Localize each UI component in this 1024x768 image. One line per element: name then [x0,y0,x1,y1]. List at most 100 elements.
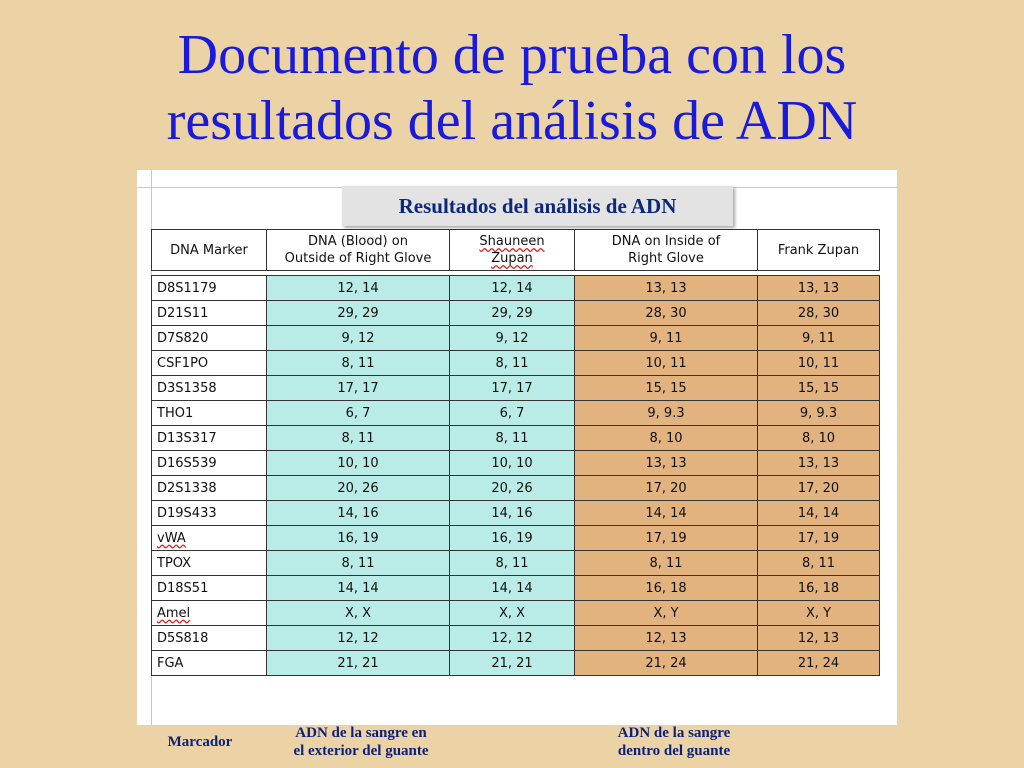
cell-inside: 10, 11 [574,350,758,376]
cell-frank: 14, 14 [757,500,880,526]
slide-title-line-2: resultados del análisis de ADN [166,90,858,152]
header-blood-outside-glove: DNA (Blood) on Outside of Right Glove [266,229,450,271]
cell-marker: D8S1179 [151,275,267,301]
cell-shauneen: 9, 12 [449,325,575,351]
cell-frank: 28, 30 [757,300,880,326]
cell-inside: 14, 14 [574,500,758,526]
cell-blood: 17, 17 [266,375,450,401]
cell-blood: 6, 7 [266,400,450,426]
cell-inside: 16, 18 [574,575,758,601]
table-row: CSF1PO 8, 11 8, 11 10, 11 10, 11 [151,350,880,376]
cell-blood: X, X [266,600,450,626]
cell-blood: 12, 14 [266,275,450,301]
cell-blood: 12, 12 [266,625,450,651]
caption-outside-glove: ADN de la sangre en el exterior del guant… [293,725,429,759]
cell-inside: 13, 13 [574,275,758,301]
cell-inside: 9, 9.3 [574,400,758,426]
cell-shauneen: 29, 29 [449,300,575,326]
table-row: TPOX 8, 11 8, 11 8, 11 8, 11 [151,550,880,576]
cell-marker: D21S11 [151,300,267,326]
cell-blood: 16, 19 [266,525,450,551]
table-row: D16S539 10, 10 10, 10 13, 13 13, 13 [151,450,880,476]
cell-inside: X, Y [574,600,758,626]
cell-inside: 8, 11 [574,550,758,576]
cell-shauneen: 12, 12 [449,625,575,651]
cell-frank: 8, 10 [757,425,880,451]
cell-marker: D7S820 [151,325,267,351]
table-row: Amel X, X X, X X, Y X, Y [151,600,880,626]
table-row: D18S51 14, 14 14, 14 16, 18 16, 18 [151,575,880,601]
cell-shauneen: 6, 7 [449,400,575,426]
table-title: Resultados del análisis de ADN [342,186,733,226]
cell-marker: THO1 [151,400,267,426]
cell-frank: 13, 13 [757,275,880,301]
table-row: vWA 16, 19 16, 19 17, 19 17, 19 [151,525,880,551]
header-dna-marker: DNA Marker [151,229,267,271]
table-row: D7S820 9, 12 9, 12 9, 11 9, 11 [151,325,880,351]
cell-inside: 17, 19 [574,525,758,551]
cell-frank: 9, 11 [757,325,880,351]
cell-inside: 9, 11 [574,325,758,351]
cell-frank: 17, 20 [757,475,880,501]
table-row: FGA 21, 21 21, 21 21, 24 21, 24 [151,650,880,676]
cell-frank: 15, 15 [757,375,880,401]
cell-shauneen: 17, 17 [449,375,575,401]
cell-blood: 21, 21 [266,650,450,676]
table-panel: Resultados del análisis de ADN DNA Marke… [137,170,897,725]
cell-frank: 12, 13 [757,625,880,651]
header-dna-inside-glove: DNA on Inside of Right Glove [574,229,758,271]
cell-blood: 8, 11 [266,350,450,376]
cell-marker: D2S1338 [151,475,267,501]
cell-shauneen: 8, 11 [449,425,575,451]
header-shauneen-zupan: Shauneen Zupan [449,229,575,271]
cell-blood: 9, 12 [266,325,450,351]
cell-blood: 10, 10 [266,450,450,476]
cell-frank: 9, 9.3 [757,400,880,426]
cell-shauneen: 8, 11 [449,550,575,576]
table-row: D13S317 8, 11 8, 11 8, 10 8, 10 [151,425,880,451]
cell-frank: 13, 13 [757,450,880,476]
cell-shauneen: 12, 14 [449,275,575,301]
cell-shauneen: X, X [449,600,575,626]
cell-blood: 29, 29 [266,300,450,326]
cell-marker: D16S539 [151,450,267,476]
table-row: D2S1338 20, 26 20, 26 17, 20 17, 20 [151,475,880,501]
table-header: DNA Marker DNA (Blood) on Outside of Righ… [151,229,880,271]
cell-inside: 21, 24 [574,650,758,676]
table-row: D3S1358 17, 17 17, 17 15, 15 15, 15 [151,375,880,401]
cell-blood: 8, 11 [266,425,450,451]
cell-blood: 8, 11 [266,550,450,576]
table-row: D8S1179 12, 14 12, 14 13, 13 13, 13 [151,275,880,301]
cell-frank: 10, 11 [757,350,880,376]
table-row: THO1 6, 7 6, 7 9, 9.3 9, 9.3 [151,400,880,426]
cell-shauneen: 14, 14 [449,575,575,601]
caption-inside-glove: ADN de la sangre dentro del guante [617,725,731,759]
cell-inside: 12, 13 [574,625,758,651]
cell-shauneen: 16, 19 [449,525,575,551]
cell-shauneen: 8, 11 [449,350,575,376]
table-row: D19S433 14, 16 14, 16 14, 14 14, 14 [151,500,880,526]
cell-marker: D3S1358 [151,375,267,401]
cell-inside: 8, 10 [574,425,758,451]
cell-frank: 21, 24 [757,650,880,676]
cell-marker: Amel [151,600,267,626]
cell-frank: 16, 18 [757,575,880,601]
slide-title-line-1: Documento de prueba con los [177,24,847,86]
cell-shauneen: 10, 10 [449,450,575,476]
cell-marker: CSF1PO [151,350,267,376]
cell-inside: 13, 13 [574,450,758,476]
cell-shauneen: 21, 21 [449,650,575,676]
header-frank-zupan: Frank Zupan [757,229,880,271]
cell-blood: 14, 14 [266,575,450,601]
dna-results-table: D8S1179 12, 14 12, 14 13, 13 13, 13 D21S11 29,… [151,275,880,676]
cell-blood: 20, 26 [266,475,450,501]
cell-marker: TPOX [151,550,267,576]
cell-marker: FGA [151,650,267,676]
cell-frank: 8, 11 [757,550,880,576]
table-row: D21S11 29, 29 29, 29 28, 30 28, 30 [151,300,880,326]
cell-frank: 17, 19 [757,525,880,551]
cell-shauneen: 14, 16 [449,500,575,526]
cell-marker: D13S317 [151,425,267,451]
cell-marker: D18S51 [151,575,267,601]
cell-marker: D19S433 [151,500,267,526]
